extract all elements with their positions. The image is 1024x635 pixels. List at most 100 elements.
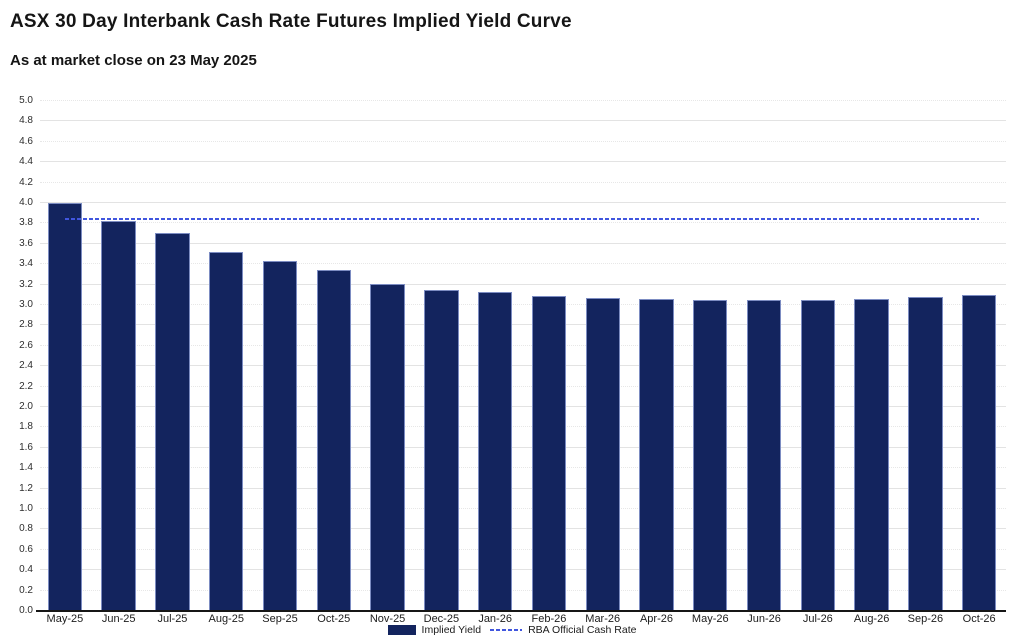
gridline [40, 569, 1006, 571]
gridline [40, 426, 1006, 428]
bar-feb-26 [531, 295, 567, 611]
y-tick-label: 4.0 [19, 197, 33, 208]
gridline [40, 263, 1006, 265]
bar-slot [361, 101, 415, 611]
gridline [40, 140, 1006, 142]
gridline [40, 304, 1006, 305]
bar-slot [522, 101, 576, 611]
bar-aug-25 [209, 251, 244, 611]
bar-slot [576, 101, 630, 611]
legend-item-implied-yield: Implied Yield [387, 624, 482, 635]
gridline [40, 365, 1006, 367]
bar-swatch-icon [387, 624, 416, 635]
bar-slot [630, 101, 684, 611]
y-tick-label: 4.4 [19, 156, 33, 168]
y-tick-label: 0.4 [19, 564, 33, 576]
bar-jun-25 [101, 221, 136, 611]
y-tick-label: 3.2 [19, 278, 33, 290]
gridline [40, 222, 1006, 224]
gridline [40, 508, 1006, 509]
x-tick-label: Jun-26 [747, 613, 781, 625]
y-tick-label: 1.8 [19, 421, 33, 433]
y-tick-label: 1.6 [19, 441, 33, 453]
x-tick-label: Aug-25 [208, 613, 244, 625]
legend-label: RBA Official Cash Rate [528, 624, 637, 635]
bar-sep-26 [908, 296, 943, 611]
bar-aug-26 [854, 298, 889, 611]
bar-may-25 [47, 203, 83, 611]
bar-slot [38, 101, 92, 611]
x-tick-label: Aug-26 [853, 613, 890, 625]
bar-slot [737, 101, 791, 611]
x-tick-label: Jan-26 [478, 613, 512, 625]
y-tick-label: 4.8 [19, 115, 33, 127]
bars [38, 101, 1006, 611]
bar-slot [146, 101, 200, 611]
gridline [40, 283, 1006, 285]
gridline [40, 242, 1006, 244]
x-tick-label: Jun-25 [101, 613, 136, 625]
gridline [40, 385, 1006, 387]
gridline [40, 324, 1006, 326]
bar-slot [414, 101, 468, 611]
bar-slot [307, 101, 361, 611]
bar-jul-25 [155, 232, 190, 611]
bar-jun-26 [746, 299, 782, 611]
x-tick-label: Dec-25 [423, 613, 460, 625]
gridline [40, 181, 1006, 183]
bar-jan-26 [477, 291, 513, 611]
bar-slot [845, 101, 899, 611]
bar-slot [92, 101, 146, 611]
y-tick-label: 2.0 [19, 401, 33, 412]
x-tick-label: Jul-25 [157, 613, 188, 625]
bar-apr-26 [639, 298, 674, 611]
y-tick-label: 3.0 [19, 299, 33, 310]
x-tick-label: May-25 [46, 613, 84, 625]
x-tick-label: Oct-25 [317, 613, 351, 625]
bar-slot [199, 101, 253, 611]
y-tick-label: 3.6 [19, 237, 33, 249]
gridline [40, 202, 1006, 203]
bar-slot [952, 101, 1006, 611]
y-tick-label: 1.2 [19, 482, 33, 494]
x-tick-label: Sep-26 [907, 613, 944, 625]
gridline [40, 100, 1006, 101]
gridlines [38, 100, 1006, 611]
bar-oct-26 [961, 294, 997, 611]
x-tick-label: Apr-26 [639, 613, 673, 625]
bar-slot [468, 101, 522, 611]
y-tick-label: 0.8 [19, 523, 33, 535]
bar-jul-26 [800, 299, 836, 611]
gridline [40, 161, 1006, 163]
legend-label: Implied Yield [421, 624, 482, 635]
x-tick-label: May-26 [691, 613, 729, 625]
chart-legend: Implied Yield RBA Official Cash Rate [0, 624, 1024, 635]
bar-sep-25 [262, 261, 298, 611]
plot-area [38, 100, 1006, 611]
bar-slot [683, 101, 737, 611]
bar-nov-25 [370, 283, 405, 611]
gridline [40, 344, 1006, 346]
legend-item-rba-cash-rate: RBA Official Cash Rate [490, 624, 636, 635]
y-tick-label: 1.4 [19, 462, 33, 474]
y-tick-label: 4.6 [19, 135, 33, 147]
x-tick-label: Mar-26 [585, 613, 621, 625]
y-tick-label: 0.0 [19, 605, 33, 616]
gridline [40, 406, 1006, 407]
bar-mar-26 [585, 297, 620, 611]
y-tick-label: 2.4 [19, 360, 33, 372]
gridline [40, 467, 1006, 469]
y-tick-label: 5.0 [19, 95, 33, 106]
x-tick-label: Oct-26 [962, 613, 996, 625]
gridline [40, 446, 1006, 448]
x-tick-label: Feb-26 [531, 613, 567, 625]
y-tick-label: 3.8 [19, 217, 33, 229]
gridline [40, 589, 1006, 591]
x-axis-line [36, 610, 1006, 612]
bar-dec-25 [424, 289, 459, 611]
chart-title: ASX 30 Day Interbank Cash Rate Futures I… [10, 11, 572, 32]
x-tick-label: Sep-25 [262, 613, 298, 625]
gridline [40, 120, 1006, 122]
dashed-line-swatch-icon [490, 629, 523, 631]
bar-slot [253, 101, 307, 611]
